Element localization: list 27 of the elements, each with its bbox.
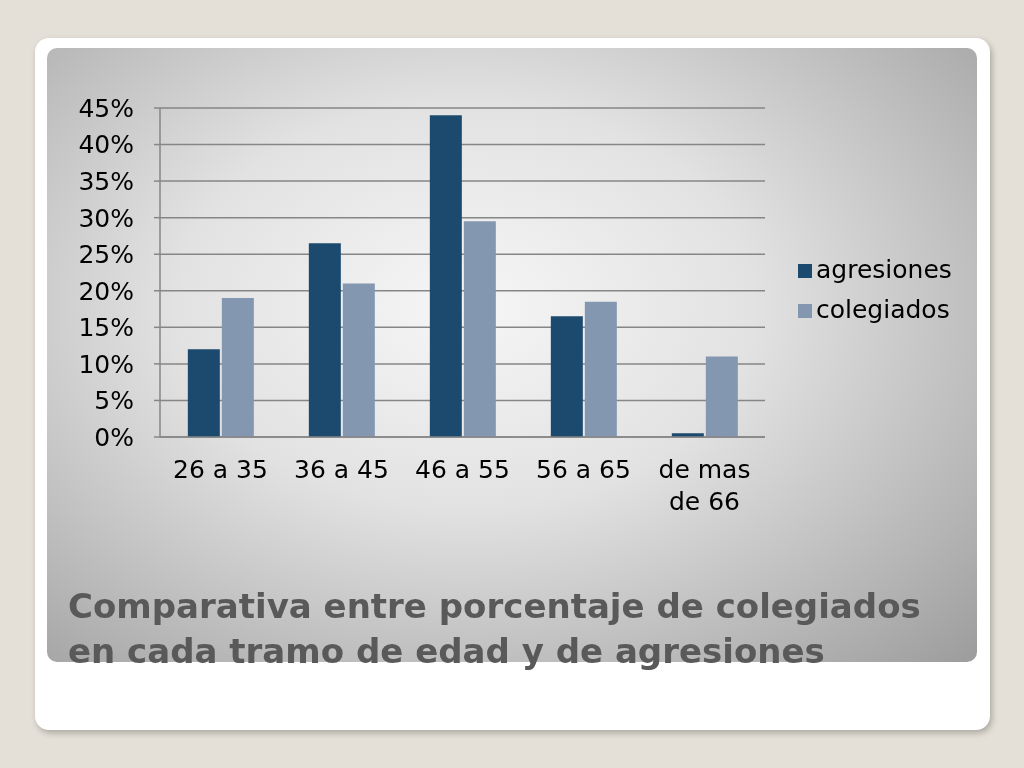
x-tick-label: 56 a 65	[536, 454, 631, 484]
y-tick-label: 45%	[78, 93, 134, 123]
y-tick-label: 15%	[78, 313, 134, 343]
bar	[584, 301, 617, 437]
bar	[187, 349, 220, 437]
y-tick-label: 10%	[78, 349, 134, 379]
y-tick-label: 35%	[78, 166, 134, 196]
x-tick-label: 26 a 35	[173, 454, 268, 484]
legend-label: agresiones	[816, 255, 952, 284]
text: Comparativa entre porcentaje de colegiados en cada tramo de edad y de agresiones	[68, 585, 922, 673]
x-tick-label: 46 a 55	[415, 454, 510, 484]
y-tick-label: 0%	[94, 422, 134, 452]
legend-label: colegiados	[816, 295, 950, 324]
bar	[342, 283, 375, 437]
bar	[221, 298, 254, 437]
y-tick-label: 25%	[78, 240, 134, 270]
bar	[463, 221, 496, 437]
x-tick-label: 36 a 45	[294, 454, 389, 484]
bar	[429, 115, 462, 437]
y-tick-label: 20%	[78, 276, 134, 306]
bar	[550, 316, 583, 437]
bar	[308, 243, 341, 437]
y-tick-label: 40%	[78, 130, 134, 160]
y-tick-label: 30%	[78, 203, 134, 233]
y-tick-label: 5%	[94, 386, 134, 416]
bar	[705, 356, 738, 437]
x-tick-label: de mas de 66	[658, 454, 751, 516]
